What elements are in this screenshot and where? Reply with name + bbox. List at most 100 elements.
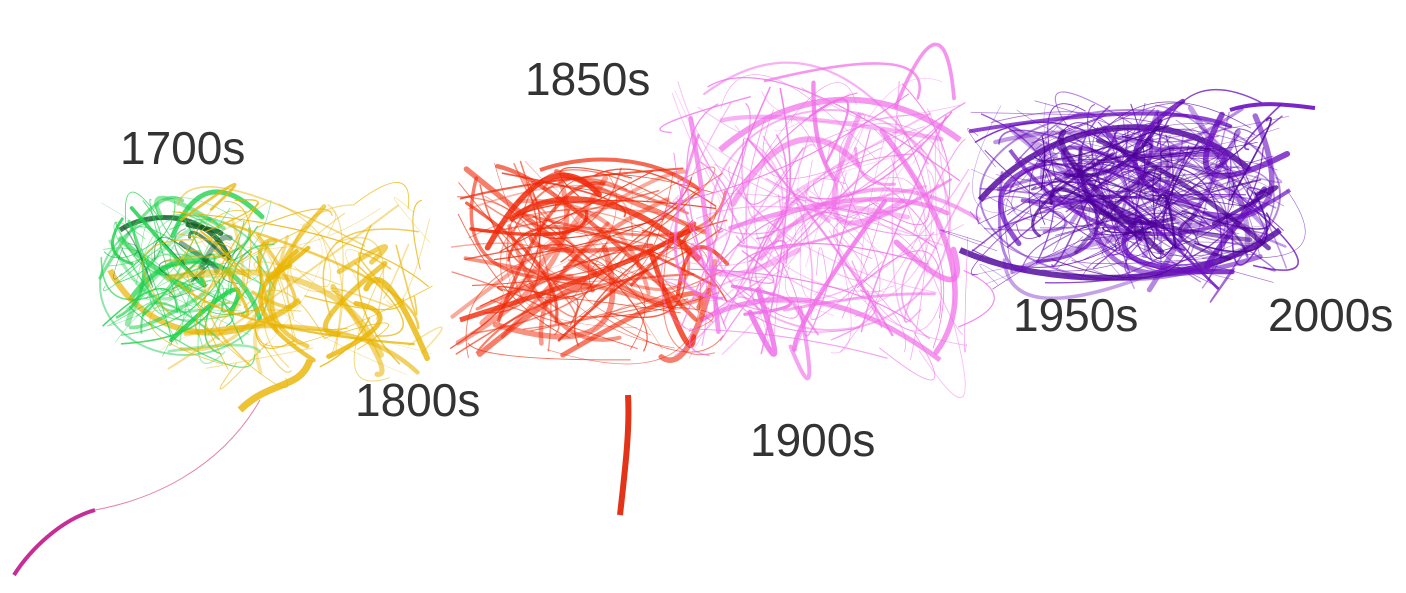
network-edge xyxy=(227,273,250,318)
network-edge xyxy=(1115,165,1258,196)
network-edge xyxy=(697,136,902,234)
network-edge xyxy=(1055,185,1224,236)
network-edge xyxy=(1089,153,1187,198)
network-edge xyxy=(479,175,609,326)
network-edge xyxy=(975,195,1088,224)
network-edge xyxy=(1052,122,1114,151)
network-edge xyxy=(222,221,420,330)
network-edge xyxy=(1095,101,1251,139)
network-edge xyxy=(671,92,885,293)
network-edge xyxy=(512,177,628,232)
network-edge xyxy=(673,152,861,333)
network-edge xyxy=(111,217,134,266)
network-edge xyxy=(172,211,429,287)
network-edge xyxy=(1187,105,1251,250)
network-edge xyxy=(1151,184,1205,224)
network-edge xyxy=(804,129,871,337)
network-edge xyxy=(278,203,343,358)
network-edge xyxy=(476,282,596,357)
network-edge xyxy=(107,280,225,327)
network-edge xyxy=(660,102,732,333)
network-edge xyxy=(1040,136,1046,191)
network-edge xyxy=(687,268,912,323)
network-edge xyxy=(840,169,935,353)
network-edge xyxy=(179,234,289,352)
network-edge xyxy=(205,347,314,369)
network-edge xyxy=(1074,161,1170,254)
network-edge xyxy=(119,200,176,277)
network-edge xyxy=(715,115,949,235)
network-edge xyxy=(662,231,716,355)
network-edge xyxy=(493,177,693,261)
network-edge xyxy=(529,179,638,296)
network-edge xyxy=(170,189,265,239)
network-edge xyxy=(124,191,160,224)
network-edge xyxy=(386,218,431,306)
network-edge xyxy=(133,258,200,309)
network-edge xyxy=(1157,177,1235,253)
network-edge xyxy=(689,278,763,357)
network-edge xyxy=(720,74,877,160)
network-edge xyxy=(322,228,420,317)
network-edge xyxy=(1045,102,1146,182)
network-edge xyxy=(958,270,995,328)
network-edge xyxy=(192,229,236,278)
network-edge xyxy=(1088,128,1205,169)
network-edge xyxy=(455,179,570,346)
network-edge xyxy=(603,316,724,353)
network-edge xyxy=(160,324,432,355)
network-edge xyxy=(1121,123,1241,138)
network-edge xyxy=(224,200,252,286)
network-edge xyxy=(1072,132,1234,173)
network-edge xyxy=(762,109,883,179)
network-edge xyxy=(792,198,888,352)
network-edge xyxy=(394,197,431,243)
network-edge xyxy=(1054,91,1133,130)
network-edge xyxy=(1063,119,1163,178)
network-edge xyxy=(1028,128,1142,222)
network-edge xyxy=(1259,189,1306,258)
network-edge xyxy=(412,199,423,270)
network-edge xyxy=(191,200,270,244)
network-edge xyxy=(1186,111,1230,259)
network-edge xyxy=(782,292,936,312)
network-edge xyxy=(690,242,802,277)
network-edge xyxy=(149,304,223,365)
network-edge xyxy=(788,306,812,381)
network-edge xyxy=(832,213,873,259)
network-edge xyxy=(655,189,689,223)
network-edge xyxy=(659,96,751,134)
network-edge xyxy=(98,195,185,280)
network-edge xyxy=(273,266,298,344)
network-edge xyxy=(103,247,204,347)
network-edge xyxy=(326,301,383,359)
network-edge xyxy=(719,114,944,142)
network-edge xyxy=(741,138,804,205)
network-edge xyxy=(188,230,226,258)
network-edge xyxy=(890,158,963,335)
network-edge xyxy=(735,236,800,319)
network-edge xyxy=(747,287,778,357)
network-edge xyxy=(968,111,1233,134)
network-edge xyxy=(468,209,678,253)
network-edge xyxy=(673,133,724,300)
network-edge xyxy=(573,188,704,347)
network-edge xyxy=(179,183,237,222)
network-edge xyxy=(1210,178,1262,193)
network-edge xyxy=(939,229,998,252)
network-edge xyxy=(469,210,589,237)
network-edge xyxy=(636,172,723,268)
network-edge xyxy=(470,253,627,335)
network-edge xyxy=(254,306,295,349)
network-edge xyxy=(127,243,138,257)
network-edge xyxy=(1030,143,1150,191)
network-edge xyxy=(816,247,828,287)
network-edge xyxy=(1038,160,1205,228)
network-edge xyxy=(722,192,928,275)
network-edge xyxy=(818,123,951,171)
network-edge xyxy=(450,242,529,248)
network-edge xyxy=(1008,125,1072,178)
network-edge xyxy=(395,244,418,316)
network-edge xyxy=(458,182,591,293)
